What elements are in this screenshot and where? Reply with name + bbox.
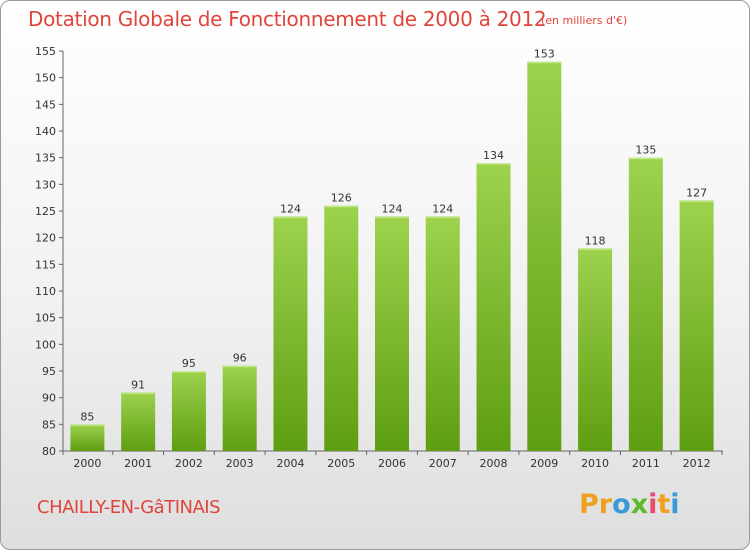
bar-2003 [222, 365, 257, 451]
bar-2008 [476, 163, 511, 451]
value-label-2012: 127 [686, 186, 707, 199]
y-tick-label: 80 [42, 445, 56, 458]
bar-top-highlight [476, 163, 511, 165]
bar-top-highlight [222, 365, 257, 368]
x-tick-label-2010: 2010 [581, 457, 609, 470]
y-tick-label: 85 [42, 418, 56, 431]
bar-2001 [121, 392, 156, 451]
x-tick-label-2000: 2000 [73, 457, 101, 470]
bar-2006 [375, 216, 409, 451]
value-label-2008: 134 [483, 149, 504, 162]
y-tick-label: 145 [35, 98, 56, 111]
logo-letter: i [670, 489, 680, 520]
bar-2000 [70, 424, 105, 451]
x-tick-label-2004: 2004 [276, 457, 304, 470]
x-tick-label-2001: 2001 [124, 457, 152, 470]
value-label-2011: 135 [635, 144, 656, 157]
value-label-2009: 153 [534, 48, 555, 61]
logo-letter: i [648, 489, 658, 520]
axes: 80 85 90 95 100 105 110 115 120 125 130 135 140 145 15… [35, 45, 723, 458]
bar-2009 [527, 61, 562, 452]
x-tick-label-2012: 2012 [683, 457, 711, 470]
y-tick-label: 150 [35, 72, 56, 85]
value-label-2003: 96 [233, 352, 247, 365]
y-tick-label: 155 [35, 45, 56, 58]
x-tick-label-2008: 2008 [480, 457, 508, 470]
bar-top-highlight [171, 371, 206, 373]
bar-top-highlight [628, 157, 663, 160]
y-tick-label: 140 [35, 125, 56, 138]
x-tick-label-2002: 2002 [175, 457, 203, 470]
bar-2005 [324, 205, 359, 451]
logo-letter: P [579, 489, 599, 520]
y-tick-label: 115 [35, 258, 56, 271]
value-label-2001: 91 [131, 378, 145, 391]
value-label-2005: 126 [331, 192, 352, 205]
x-tick-label-2011: 2011 [632, 457, 660, 470]
bar-2011 [628, 157, 663, 451]
x-tick-label-2007: 2007 [429, 457, 457, 470]
bar-top-highlight [578, 248, 613, 250]
logo-letter: t [657, 489, 671, 520]
bar-2012 [679, 200, 714, 451]
proxiti-logo[interactable]: Proxiti [579, 489, 680, 520]
logo-letter: r [598, 489, 613, 520]
value-label-2006: 124 [382, 202, 403, 215]
y-tick-label: 95 [42, 365, 56, 378]
chart-unit: (en milliers d'€) [541, 14, 628, 27]
chart-title: Dotation Globale de Fonctionnement de 20… [28, 7, 547, 31]
y-tick-label: 125 [35, 205, 56, 218]
logo-letter: x [630, 489, 649, 520]
y-tick-label: 130 [35, 178, 56, 191]
bar-top-highlight [273, 216, 308, 218]
value-label-2000: 85 [80, 410, 94, 423]
bar-top-highlight [425, 216, 460, 218]
y-tick-label: 105 [35, 312, 56, 325]
x-tick-label-2003: 2003 [226, 457, 254, 470]
bar-top-highlight [679, 200, 714, 202]
value-label-2010: 118 [585, 234, 606, 247]
bar-top-highlight [375, 216, 409, 218]
value-label-2002: 95 [182, 357, 196, 370]
bar-top-highlight [70, 424, 105, 426]
commune-name: CHAILLY-EN-GâTINAIS [37, 497, 221, 518]
bar-top-highlight [324, 205, 359, 208]
value-label-2004: 124 [280, 202, 301, 215]
y-tick-label: 110 [35, 285, 56, 298]
bar-2002 [171, 371, 206, 451]
y-tick-label: 90 [42, 392, 56, 405]
value-label-2007: 124 [432, 202, 453, 215]
bar-2004 [273, 216, 308, 451]
bar-top-highlight [527, 61, 562, 64]
y-tick-label: 120 [35, 232, 56, 245]
logo-letter: o [612, 489, 631, 520]
x-tick-label-2006: 2006 [378, 457, 406, 470]
bars [70, 61, 714, 452]
x-tick-label-2009: 2009 [530, 457, 558, 470]
bar-2007 [425, 216, 460, 451]
bar-2010 [578, 248, 613, 451]
y-tick-label: 135 [35, 152, 56, 165]
labels: 85 2000 91 2001 95 2002 96 2003 124 2004 126 2005 12… [73, 48, 710, 470]
y-tick-label: 100 [35, 338, 56, 351]
bar-top-highlight [121, 392, 156, 394]
x-tick-label-2005: 2005 [327, 457, 355, 470]
